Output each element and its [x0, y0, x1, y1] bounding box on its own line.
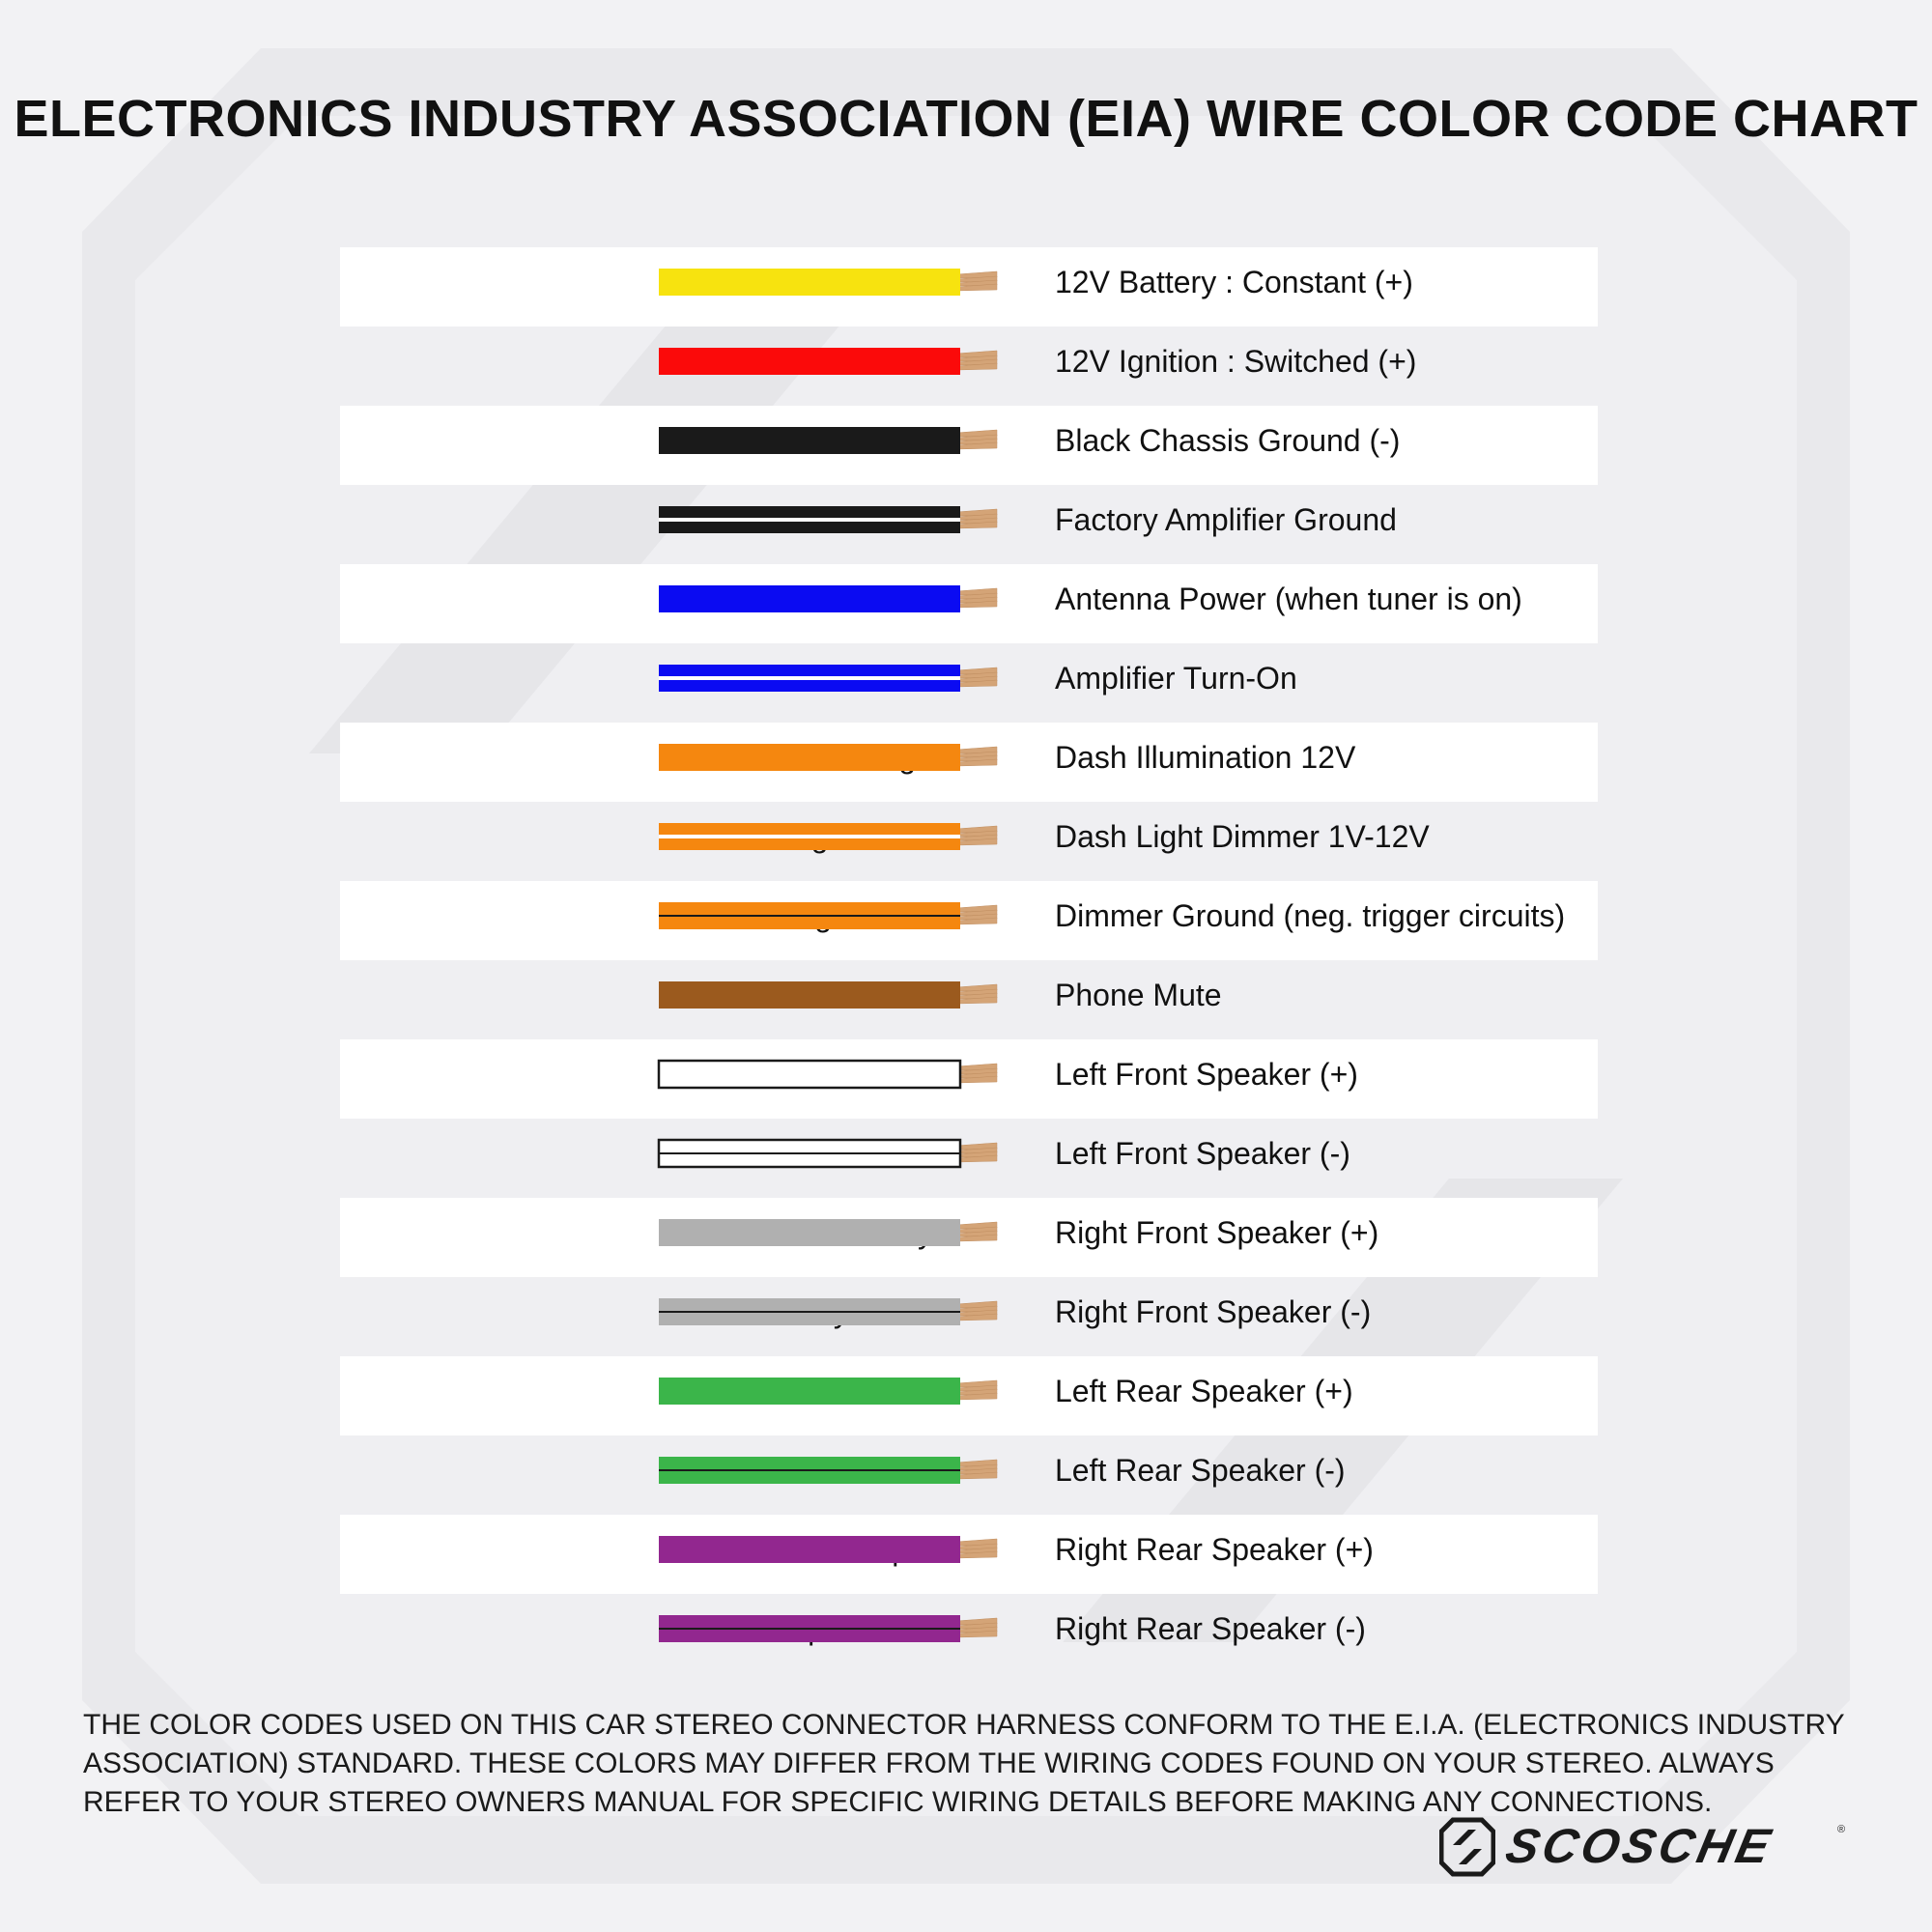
wire-graphic — [659, 902, 998, 929]
copper-strands — [955, 1379, 998, 1401]
wire-graphic — [659, 348, 998, 375]
wire-function: Right Rear Speaker (-) — [1055, 1611, 1366, 1646]
wire-row: White/BlackLeft Front Speaker (-) — [340, 1119, 1598, 1198]
wire-stripe — [659, 1628, 960, 1630]
wire-insulation — [659, 269, 960, 296]
copper-strands — [955, 825, 998, 846]
wire-stripe — [659, 1311, 960, 1313]
wire-function: Factory Amplifier Ground — [1055, 502, 1397, 537]
wire-row: Green/BlackLeft Rear Speaker (-) — [340, 1435, 1598, 1515]
wire-graphic — [659, 269, 998, 296]
wire-graphic — [659, 744, 998, 771]
wire-insulation — [659, 1378, 960, 1405]
footnote: THE COLOR CODES USED ON THIS CAR STEREO … — [83, 1709, 1845, 1818]
wire-row: WhiteLeft Front Speaker (+) — [340, 1039, 1598, 1119]
copper-strands — [955, 587, 998, 609]
wire-graphic — [659, 665, 998, 692]
wire-row: BrownPhone Mute — [340, 960, 1598, 1039]
wire-row: Black/WhiteFactory Amplifier Ground — [340, 485, 1598, 564]
wire-row: Red12V Ignition : Switched (+) — [340, 327, 1598, 406]
page-title: ELECTRONICS INDUSTRY ASSOCIATION (EIA) W… — [14, 90, 1918, 148]
wire-stripe — [659, 676, 960, 680]
wire-graphic — [657, 1059, 998, 1090]
wire-graphic — [659, 981, 998, 1009]
wire-graphic — [659, 1378, 998, 1405]
wire-stripe — [659, 1152, 960, 1154]
wire-graphic — [659, 823, 998, 850]
wire-row: Orange/WhiteDash Light Dimmer 1V-12V — [340, 802, 1598, 881]
wire-function: Phone Mute — [1055, 978, 1222, 1012]
copper-strands — [955, 1063, 998, 1084]
wire-insulation — [657, 1059, 962, 1090]
copper-strands — [955, 667, 998, 688]
wire-insulation — [659, 744, 960, 771]
wire-insulation — [659, 348, 960, 375]
wire-row: GreenLeft Rear Speaker (+) — [340, 1356, 1598, 1435]
brand-name: SCOSCHE — [1501, 1819, 1779, 1873]
wire-row: Purple/BlackRight Rear Speaker (-) — [340, 1594, 1598, 1673]
wire-function: Dimmer Ground (neg. trigger circuits) — [1055, 898, 1566, 933]
wire-function: Amplifier Turn-On — [1055, 661, 1297, 696]
wire-row: Orange/BlackDimmer Ground (neg. trigger … — [340, 881, 1598, 960]
wire-function: Right Rear Speaker (+) — [1055, 1532, 1374, 1567]
wire-function: Left Front Speaker (-) — [1055, 1136, 1350, 1171]
registered-mark: ® — [1837, 1824, 1846, 1835]
wire-row: Yellow12V Battery : Constant (+) — [340, 247, 1598, 327]
copper-strands — [955, 429, 998, 450]
wire-function: Right Front Speaker (-) — [1055, 1294, 1372, 1329]
wire-color-chart: Yellow12V Battery : Constant (+)Red12V I… — [340, 247, 1598, 1673]
wire-stripe — [659, 1469, 960, 1471]
brand-logo: SCOSCHE ® — [1439, 1816, 1845, 1878]
wire-function: 12V Ignition : Switched (+) — [1055, 344, 1417, 379]
wire-insulation — [659, 1219, 960, 1246]
wire-row: GrayRight Front Speaker (+) — [340, 1198, 1598, 1277]
wire-function: Black Chassis Ground (-) — [1055, 423, 1401, 458]
wire-stripe — [659, 835, 960, 838]
wire-function: Left Rear Speaker (+) — [1055, 1374, 1353, 1408]
wire-insulation — [659, 1536, 960, 1563]
wire-insulation — [659, 981, 960, 1009]
wire-function: 12V Battery : Constant (+) — [1055, 265, 1413, 299]
copper-strands — [955, 746, 998, 767]
wire-row: BlackBlack Chassis Ground (-) — [340, 406, 1598, 485]
wire-graphic — [659, 1457, 998, 1484]
wire-graphic — [659, 1219, 998, 1246]
wire-function: Left Front Speaker (+) — [1055, 1057, 1358, 1092]
wire-row: Gray/BlackRight Front Speaker (-) — [340, 1277, 1598, 1356]
copper-strands — [955, 350, 998, 371]
copper-strands — [955, 904, 998, 925]
wire-function: Dash Illumination 12V — [1055, 740, 1356, 775]
copper-strands — [955, 1459, 998, 1480]
copper-strands — [955, 270, 998, 292]
copper-strands — [955, 1538, 998, 1559]
wire-function: Antenna Power (when tuner is on) — [1055, 582, 1522, 616]
wire-graphic — [659, 1615, 998, 1642]
wire-stripe — [659, 915, 960, 917]
wire-function: Right Front Speaker (+) — [1055, 1215, 1379, 1250]
wire-graphic — [659, 585, 998, 612]
wire-row: PurpleRight Rear Speaker (+) — [340, 1515, 1598, 1594]
wire-insulation — [659, 427, 960, 454]
wire-graphic — [659, 1298, 998, 1325]
scosche-logo-icon — [1439, 1817, 1495, 1877]
wire-graphic — [659, 427, 998, 454]
wire-row: Blue/WhiteAmplifier Turn-On — [340, 643, 1598, 723]
copper-strands — [955, 1300, 998, 1321]
wire-graphic — [659, 1536, 998, 1563]
wire-function: Dash Light Dimmer 1V-12V — [1055, 819, 1430, 854]
wire-insulation — [659, 585, 960, 612]
wire-stripe — [659, 518, 960, 522]
copper-strands — [955, 1142, 998, 1163]
copper-strands — [955, 508, 998, 529]
wire-row: BlueAntenna Power (when tuner is on) — [340, 564, 1598, 643]
wire-graphic — [659, 506, 998, 533]
copper-strands — [955, 1617, 998, 1638]
copper-strands — [955, 983, 998, 1005]
wire-function: Left Rear Speaker (-) — [1055, 1453, 1346, 1488]
wire-row: OrangeDash Illumination 12V — [340, 723, 1598, 802]
copper-strands — [955, 1221, 998, 1242]
wire-graphic — [657, 1138, 998, 1169]
